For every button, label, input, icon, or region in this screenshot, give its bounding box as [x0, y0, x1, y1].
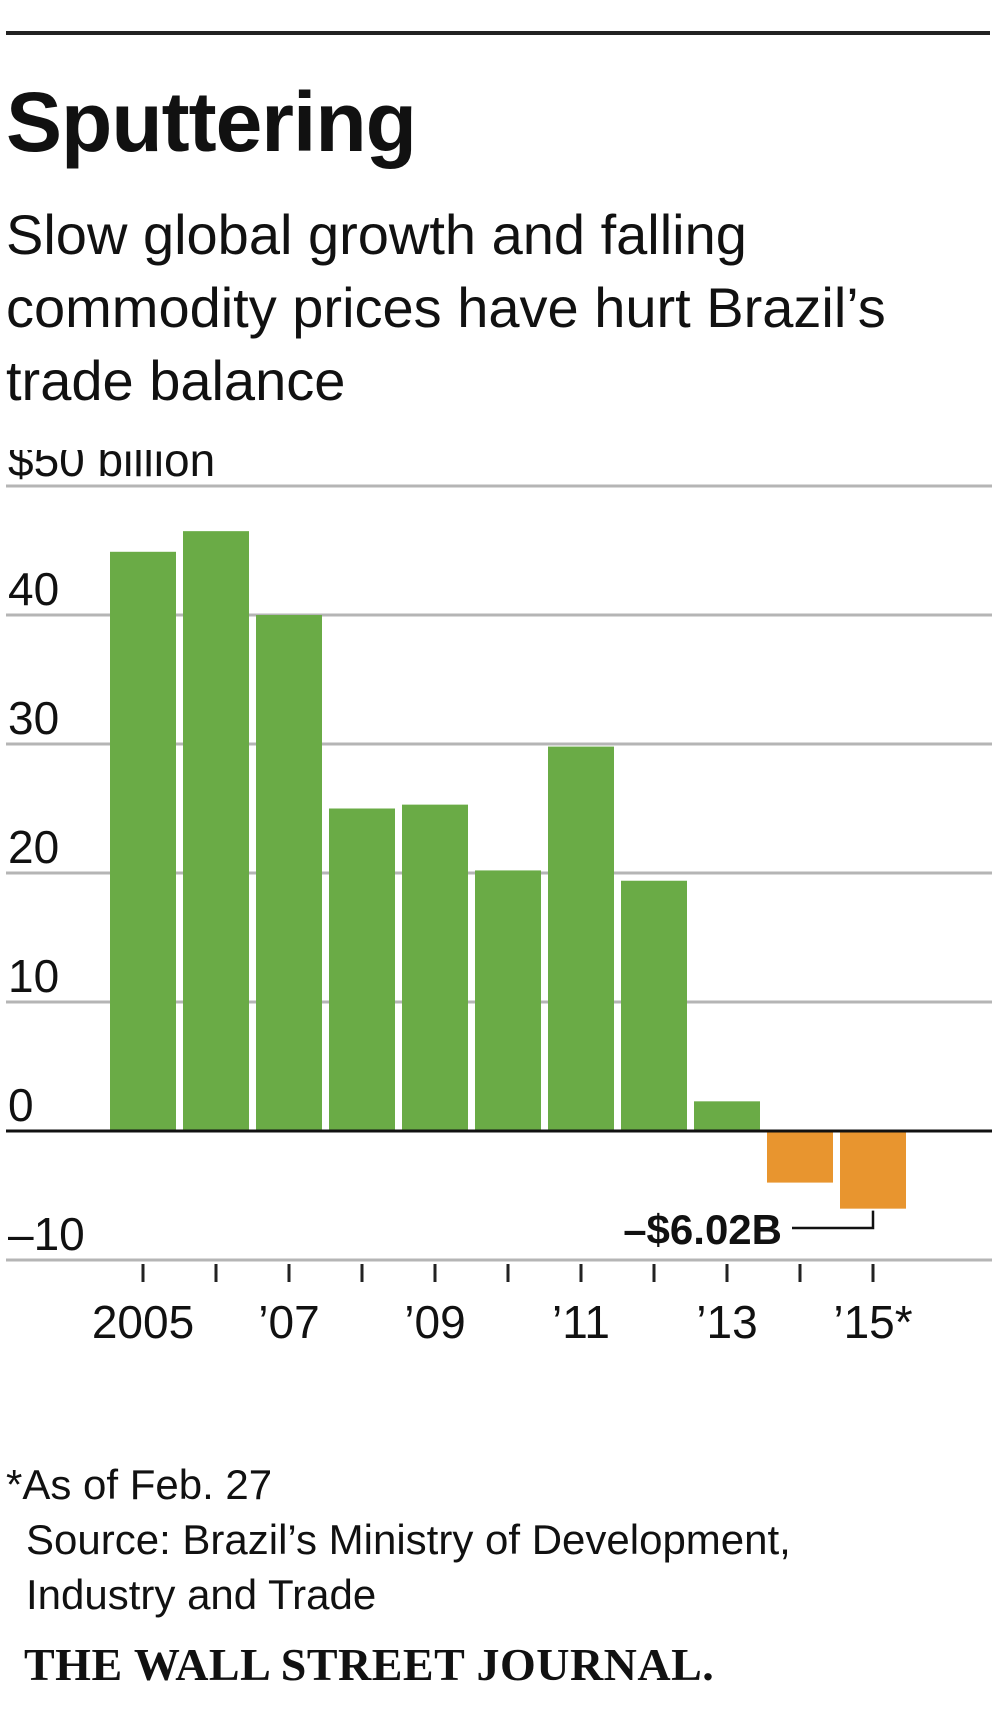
chart-title: Sputtering — [6, 75, 417, 169]
x-tick-label: ’11 — [552, 1296, 610, 1348]
bar — [183, 531, 249, 1131]
bar — [548, 746, 614, 1131]
x-tick-label: ’13 — [696, 1296, 757, 1348]
x-tick-label: ’15* — [833, 1296, 912, 1348]
y-tick-label: 30 — [8, 692, 59, 744]
y-tick-label: 0 — [8, 1079, 34, 1131]
bar — [840, 1131, 906, 1209]
publisher-logo: THE WALL STREET JOURNAL. — [24, 1639, 715, 1690]
x-tick-label: ’09 — [404, 1296, 465, 1348]
bar — [329, 808, 395, 1131]
annotation-label: –$6.02B — [623, 1206, 782, 1253]
bar — [621, 880, 687, 1131]
source-note: Source: Brazil’s Ministry of Development… — [26, 1516, 791, 1618]
y-tick-label: –10 — [8, 1208, 85, 1260]
y-tick-label: 40 — [8, 563, 59, 615]
bar — [694, 1101, 760, 1131]
x-tick-label: ’07 — [258, 1296, 319, 1348]
chart-subtitle: Slow global growth and falling commodity… — [6, 203, 886, 412]
footnote: *As of Feb. 27 — [6, 1461, 273, 1508]
bar — [767, 1131, 833, 1183]
bar — [475, 870, 541, 1131]
y-tick-label: $50 billion — [8, 450, 215, 486]
annotation-leader-line — [792, 1210, 875, 1230]
y-tick-label: 20 — [8, 821, 59, 873]
y-tick-label: 10 — [8, 950, 59, 1002]
top-rule — [6, 31, 990, 35]
x-tick-label: 2005 — [92, 1296, 194, 1348]
bar — [256, 615, 322, 1131]
bar — [110, 551, 176, 1131]
bar — [402, 804, 468, 1131]
